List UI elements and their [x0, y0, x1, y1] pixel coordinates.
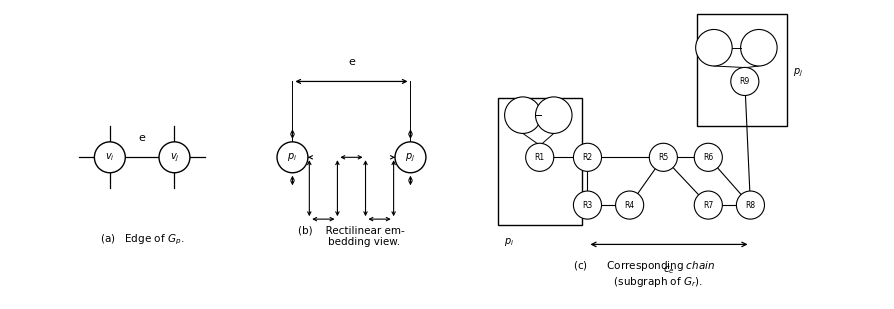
- Circle shape: [526, 143, 553, 171]
- Text: $p_i$: $p_i$: [288, 151, 298, 163]
- Text: R7: R7: [704, 201, 713, 210]
- Text: R5: R5: [658, 153, 669, 162]
- Circle shape: [95, 142, 125, 173]
- Circle shape: [573, 191, 602, 219]
- Circle shape: [730, 67, 759, 95]
- Text: (c)      Corresponding $\it{chain}$
         (subgraph of $G_r$).: (c) Corresponding $\it{chain}$ (subgraph…: [572, 259, 715, 289]
- Text: R9: R9: [739, 77, 750, 86]
- Text: (a)   Edge of $G_p$.: (a) Edge of $G_p$.: [100, 233, 184, 247]
- Circle shape: [504, 97, 541, 133]
- Text: R3: R3: [582, 201, 593, 210]
- Circle shape: [616, 191, 644, 219]
- Circle shape: [695, 143, 722, 171]
- Circle shape: [395, 142, 426, 173]
- Text: $v_i$: $v_i$: [105, 151, 114, 163]
- Bar: [498, 98, 582, 225]
- Circle shape: [536, 97, 572, 133]
- Circle shape: [159, 142, 190, 173]
- Text: $p_j$: $p_j$: [793, 67, 803, 79]
- Circle shape: [695, 191, 722, 219]
- Text: $c_e$: $c_e$: [663, 264, 675, 276]
- Text: $p_j$: $p_j$: [405, 151, 416, 163]
- Circle shape: [740, 29, 777, 66]
- Text: R1: R1: [535, 153, 544, 162]
- Text: (b)    Rectilinear em-
        bedding view.: (b) Rectilinear em- bedding view.: [298, 226, 405, 247]
- Text: R2: R2: [582, 153, 593, 162]
- Circle shape: [696, 29, 732, 66]
- Circle shape: [277, 142, 308, 173]
- Text: $v_j$: $v_j$: [170, 151, 180, 163]
- Text: $p_i$: $p_i$: [504, 236, 514, 248]
- Bar: [697, 14, 787, 126]
- Text: e: e: [348, 57, 355, 67]
- Text: R8: R8: [746, 201, 755, 210]
- Circle shape: [573, 143, 602, 171]
- Text: R4: R4: [625, 201, 635, 210]
- Text: e: e: [139, 133, 146, 143]
- Text: R6: R6: [704, 153, 713, 162]
- Circle shape: [737, 191, 764, 219]
- Circle shape: [649, 143, 678, 171]
